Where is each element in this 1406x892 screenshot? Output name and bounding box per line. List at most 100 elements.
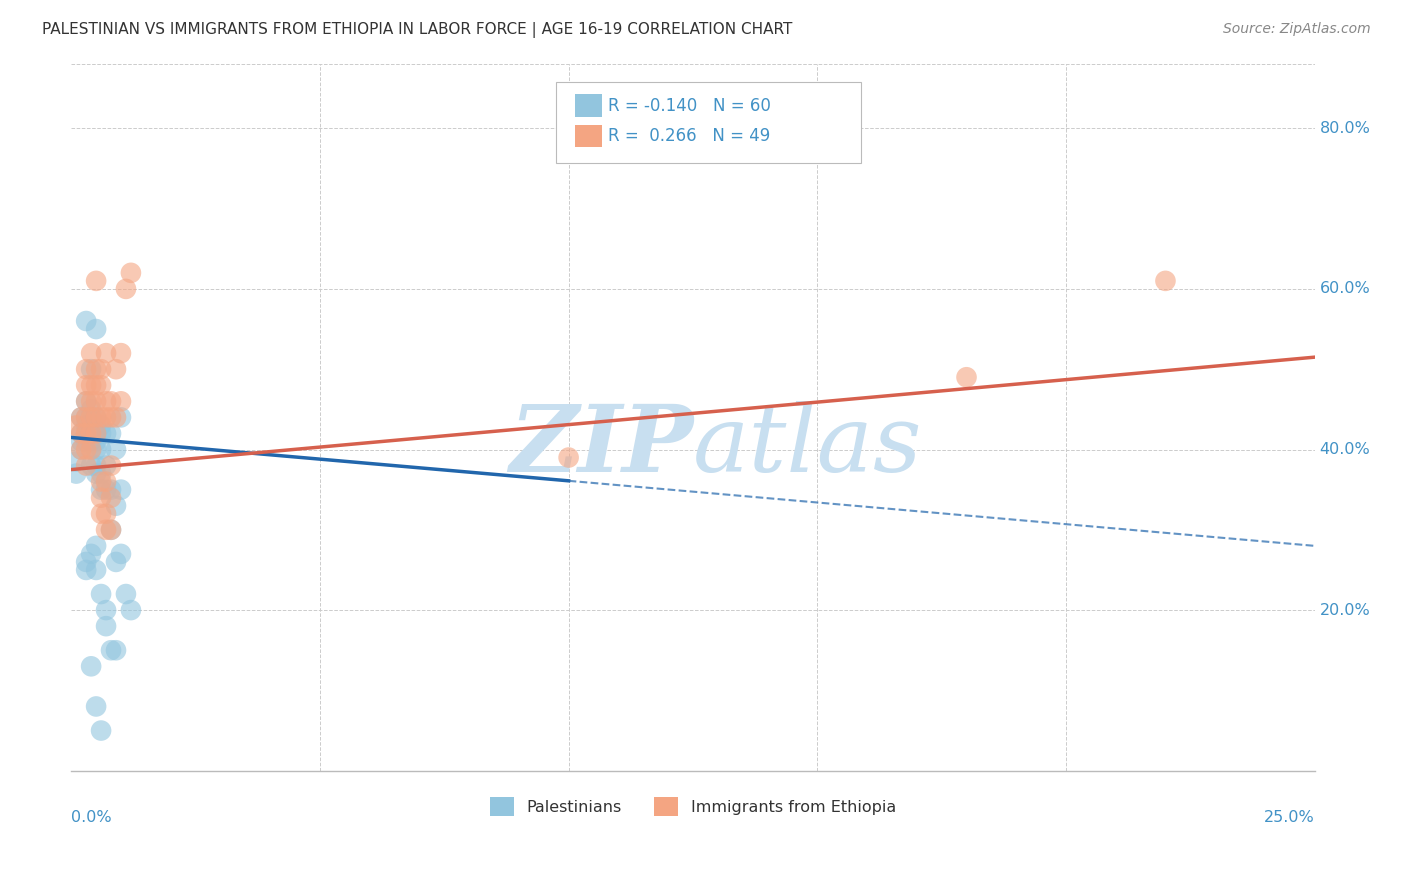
Text: PALESTINIAN VS IMMIGRANTS FROM ETHIOPIA IN LABOR FORCE | AGE 16-19 CORRELATION C: PALESTINIAN VS IMMIGRANTS FROM ETHIOPIA … (42, 22, 793, 38)
Point (120, 603, 142, 617)
Point (75, 426, 97, 441)
Point (84, 442, 107, 457)
Point (75, 426, 97, 441)
FancyBboxPatch shape (557, 82, 860, 163)
Point (557, 450, 579, 465)
Point (94, 410, 117, 425)
Point (84, 378, 107, 392)
Point (1154, 274, 1177, 288)
Point (105, 555, 128, 569)
Point (90, 426, 112, 441)
Text: ZIP: ZIP (509, 401, 693, 491)
Point (94, 394, 117, 409)
Point (70, 434, 93, 449)
Point (105, 362, 128, 376)
Point (105, 442, 128, 457)
Legend: Palestinians, Immigrants from Ethiopia: Palestinians, Immigrants from Ethiopia (484, 790, 903, 822)
Point (110, 410, 132, 425)
Point (100, 523, 122, 537)
Point (84, 322, 107, 336)
Point (70, 426, 93, 441)
Text: 20.0%: 20.0% (1320, 603, 1371, 617)
Point (94, 458, 117, 473)
Point (90, 442, 112, 457)
Point (94, 426, 117, 441)
Point (94, 483, 117, 497)
Point (84, 426, 107, 441)
Point (84, 699, 107, 714)
Point (75, 394, 97, 409)
Point (84, 410, 107, 425)
Point (80, 434, 103, 449)
Point (80, 418, 103, 433)
Point (100, 394, 122, 409)
Point (75, 458, 97, 473)
Point (75, 555, 97, 569)
Point (84, 458, 107, 473)
Point (955, 370, 977, 384)
Point (94, 346, 117, 360)
Point (75, 362, 97, 376)
Point (70, 442, 93, 457)
Point (84, 410, 107, 425)
Bar (575, 125, 602, 147)
Point (90, 723, 112, 738)
Point (94, 507, 117, 521)
Text: Source: ZipAtlas.com: Source: ZipAtlas.com (1223, 22, 1371, 37)
Point (65, 454, 87, 468)
Point (100, 491, 122, 505)
Point (84, 434, 107, 449)
Point (100, 426, 122, 441)
Point (75, 410, 97, 425)
Point (120, 266, 142, 280)
Point (80, 410, 103, 425)
Point (90, 587, 112, 601)
Point (80, 458, 103, 473)
Point (80, 442, 103, 457)
Point (90, 467, 112, 481)
Point (110, 346, 132, 360)
Point (80, 547, 103, 561)
Point (110, 483, 132, 497)
Point (94, 619, 117, 633)
Point (84, 467, 107, 481)
Point (75, 394, 97, 409)
Point (80, 402, 103, 417)
Point (75, 434, 97, 449)
Point (65, 467, 87, 481)
Point (70, 410, 93, 425)
Bar (575, 95, 602, 117)
Point (75, 442, 97, 457)
Point (75, 418, 97, 433)
Point (100, 410, 122, 425)
Point (84, 362, 107, 376)
Point (80, 442, 103, 457)
Point (70, 410, 93, 425)
Point (90, 483, 112, 497)
Point (90, 507, 112, 521)
Text: 25.0%: 25.0% (1264, 810, 1315, 824)
Point (90, 362, 112, 376)
Point (65, 418, 87, 433)
Point (80, 426, 103, 441)
Point (80, 362, 103, 376)
Point (84, 426, 107, 441)
Point (90, 418, 112, 433)
Point (100, 483, 122, 497)
Point (70, 426, 93, 441)
Point (75, 410, 97, 425)
Point (80, 394, 103, 409)
Point (105, 643, 128, 657)
Point (90, 491, 112, 505)
Point (105, 499, 128, 513)
Point (110, 394, 132, 409)
Point (84, 563, 107, 577)
Point (100, 523, 122, 537)
Point (75, 378, 97, 392)
Point (84, 274, 107, 288)
Point (70, 442, 93, 457)
Point (115, 282, 138, 296)
Point (84, 394, 107, 409)
Text: 40.0%: 40.0% (1320, 442, 1371, 457)
Point (90, 378, 112, 392)
